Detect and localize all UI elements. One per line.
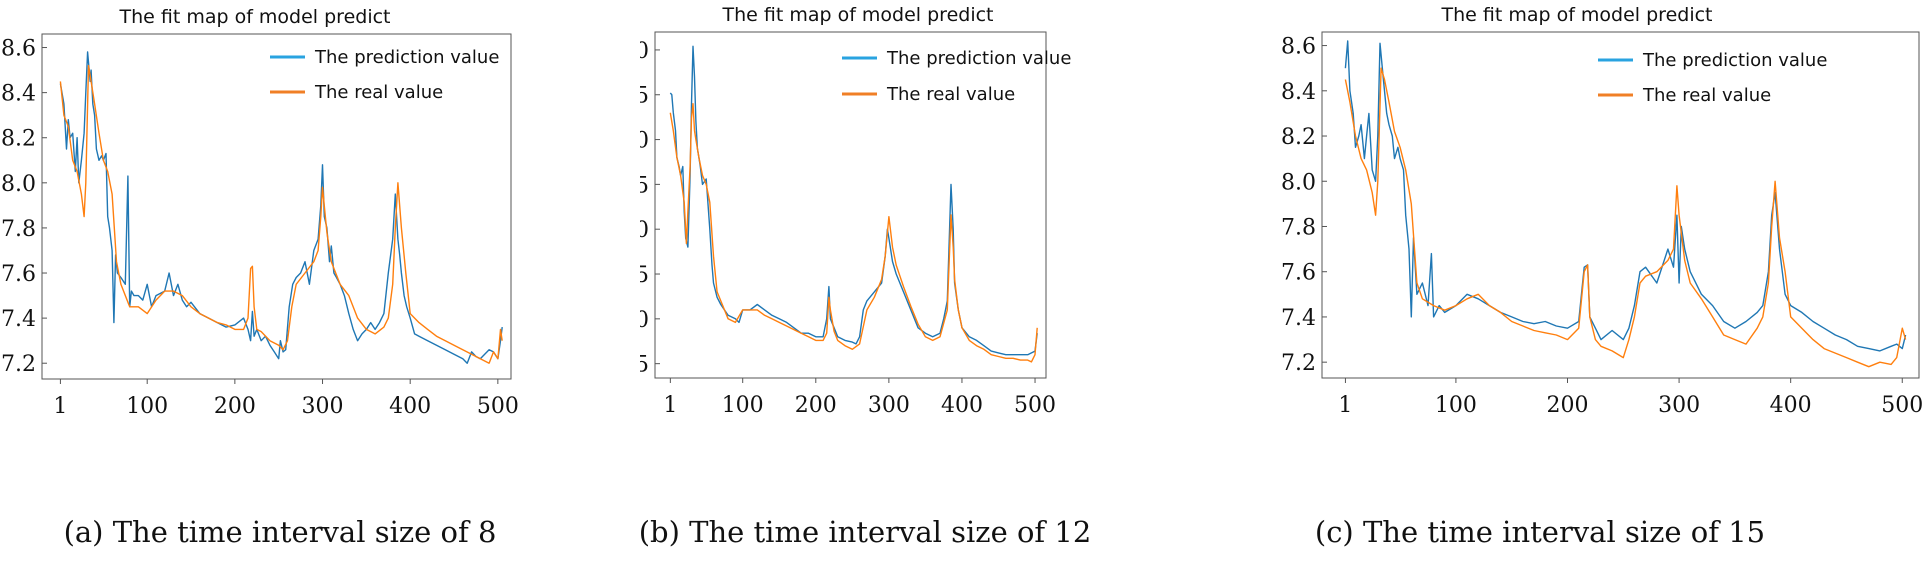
caption: (b) The time interval size of 12	[638, 515, 1092, 549]
y-tick-label: 7.4	[1281, 306, 1316, 331]
x-tick-label: 200	[1546, 393, 1588, 418]
y-tick-label: 8.4	[1281, 80, 1316, 105]
x-tick-label: 200	[795, 393, 837, 418]
plot-frame	[654, 31, 1047, 379]
y-tick-label: 8.2	[1281, 125, 1316, 150]
legend-label-prediction: The prediction value	[1642, 50, 1827, 71]
y-tick-label: 7.2	[1, 352, 36, 377]
y-tick-label: 8.2	[1, 127, 36, 152]
legend-label-prediction: The prediction value	[314, 47, 499, 68]
y-tick-label: 7.50	[640, 308, 649, 333]
chart-c: The fit map of model predict 7.27.47.67.…	[1281, 4, 1923, 418]
series-line-real	[669, 102, 1038, 363]
y-tick-label: 8.25	[640, 173, 649, 198]
y-tick-label: 7.6	[1, 262, 36, 287]
panel-a: The fit map of model predict 7.2 7.4 7.6 7.…	[0, 0, 640, 573]
x-tick-label: 1	[1338, 393, 1352, 418]
y-tick-label: 8.50	[640, 129, 649, 154]
plot-frame	[41, 33, 512, 380]
panel-c: The fit map of model predict 7.2 7.4 7.6 7.…	[1280, 0, 1923, 573]
plot-area: 7.25 7.50 7.75 8.00 8.25 8.50 8.75 9.00 1 100 200 3…	[640, 39, 1056, 418]
chart-title: The fit map of model predict	[1440, 4, 1712, 26]
x-tick-label: 300	[1658, 393, 1700, 418]
y-tick-label: 8.6	[1, 37, 36, 62]
series-line-prediction	[1344, 40, 1907, 352]
y-tick-label: 8.4	[1, 82, 36, 107]
x-tick-label: 500	[477, 394, 519, 419]
x-tick-label: 400	[941, 393, 983, 418]
caption: (a) The time interval size of 8	[63, 515, 497, 549]
legend-label-real: The real value	[314, 82, 443, 103]
series-line-real	[1344, 67, 1907, 368]
y-tick-label: 7.8	[1, 217, 36, 242]
legend: The prediction value The real value	[842, 48, 1071, 105]
y-tick-label: 7.6	[1281, 261, 1316, 286]
legend-label-real: The real value	[1642, 85, 1771, 106]
y-tick-label: 7.4	[1, 307, 36, 332]
x-tick-label: 500	[1881, 393, 1923, 418]
legend-label-real: The real value	[886, 84, 1015, 105]
chart-a: The fit map of model predict 7.27.47.67.…	[1, 6, 519, 419]
y-tick-label: 7.75	[640, 263, 649, 288]
x-tick-label: 400	[389, 394, 431, 419]
y-tick-label: 7.8	[1281, 215, 1316, 240]
panel-b: The fit map of model predict 7.25 7.50 7.7…	[639, 0, 1280, 573]
y-tick-label: 8.0	[1, 172, 36, 197]
y-tick-label: 7.2	[1281, 351, 1316, 376]
chart-title: The fit map of model predict	[118, 6, 390, 28]
y-tick-label: 9.00	[640, 39, 649, 64]
x-tick-label: 200	[214, 394, 256, 419]
plot-area: 7.2 7.4 7.6 7.8 8.0 8.2 8.4 8.6 1 100 200 300 400 500	[1281, 35, 1923, 418]
y-tick-label: 7.25	[640, 353, 649, 378]
x-tick-label: 100	[126, 394, 168, 419]
plot-frame	[1321, 31, 1920, 379]
chart-title: The fit map of model predict	[721, 4, 993, 26]
series-line-real	[59, 64, 503, 364]
caption: (c) The time interval size of 15	[1314, 515, 1766, 549]
x-tick-label: 100	[1435, 393, 1477, 418]
x-tick-label: 1	[53, 394, 67, 419]
legend: The prediction value The real value	[270, 47, 499, 103]
y-tick-label: 8.00	[640, 218, 649, 243]
x-tick-label: 300	[868, 393, 910, 418]
chart-b: The fit map of model predict 7.25 7.50 7.7…	[640, 4, 1071, 418]
legend-label-prediction: The prediction value	[886, 48, 1071, 69]
plot-area: 7.2 7.4 7.6 7.8 8.0 8.2 8.4 8.6 1 100 200 300 400 500	[1, 37, 519, 419]
y-tick-label: 8.6	[1281, 35, 1316, 60]
x-tick-label: 1	[663, 393, 677, 418]
y-tick-label: 8.0	[1281, 170, 1316, 195]
x-tick-label: 100	[722, 393, 764, 418]
x-tick-label: 300	[302, 394, 344, 419]
x-tick-label: 500	[1014, 393, 1056, 418]
x-tick-label: 400	[1770, 393, 1812, 418]
legend: The prediction value The real value	[1598, 50, 1827, 106]
y-tick-label: 8.75	[640, 84, 649, 109]
